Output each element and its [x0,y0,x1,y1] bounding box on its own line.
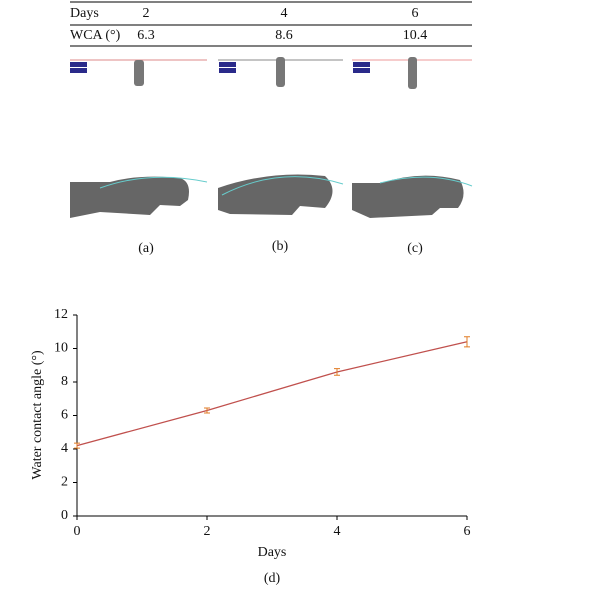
error-bar [334,368,340,376]
y-tick-label: 2 [61,475,68,490]
x-tick-label: 0 [74,524,81,539]
y-tick-label: 8 [61,374,68,389]
y-axis-label: Water contact angle (°) [30,350,45,480]
table-cell: 10.4 [403,28,428,43]
table-cell: 4 [281,6,288,21]
caption: (d) [264,571,281,586]
x-tick-label: 2 [204,524,211,539]
y-tick-label: 6 [61,408,68,423]
table-cell: 8.6 [275,28,293,43]
data-line [76,341,468,447]
photo [70,59,208,218]
table-cell: 6 [412,6,419,21]
error-bar [74,442,80,449]
x-axis-label: Days [258,545,287,560]
table-cell: Days [70,6,99,21]
photo [352,57,473,218]
error-bar [464,336,470,348]
panel-label: (a) [138,241,154,256]
x-tick-label: 4 [334,524,341,539]
y-tick-label: 10 [54,341,68,356]
x-tick-label: 6 [464,524,471,539]
photo [218,57,344,215]
table-cell: 2 [143,6,150,21]
y-tick-label: 0 [61,508,68,523]
panel-label: (c) [407,241,423,256]
y-tick-label: 12 [54,307,68,322]
panel-label: (b) [272,239,289,254]
error-bar [204,407,210,414]
y-tick-label: 4 [61,441,68,456]
table-cell: WCA (°) [70,28,121,43]
table-cell: 6.3 [137,28,155,43]
